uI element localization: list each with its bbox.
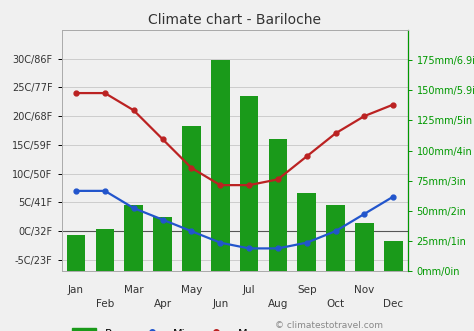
Bar <box>240 96 258 271</box>
Bar <box>211 60 229 271</box>
Text: Aug: Aug <box>268 299 288 309</box>
Bar <box>268 138 287 271</box>
Text: Sep: Sep <box>297 285 317 295</box>
Text: Jun: Jun <box>212 299 228 309</box>
Bar <box>384 241 402 271</box>
Bar <box>153 217 172 271</box>
Text: Feb: Feb <box>96 299 114 309</box>
Text: Nov: Nov <box>354 285 374 295</box>
Text: May: May <box>181 285 202 295</box>
Text: Jan: Jan <box>68 285 84 295</box>
Text: Mar: Mar <box>124 285 144 295</box>
Bar <box>124 205 143 271</box>
Legend: Prec, Min, Max: Prec, Min, Max <box>67 323 265 331</box>
Bar <box>355 223 374 271</box>
Bar <box>95 229 114 271</box>
Text: Apr: Apr <box>154 299 172 309</box>
Text: Dec: Dec <box>383 299 403 309</box>
Bar <box>326 205 345 271</box>
Text: Jul: Jul <box>243 285 255 295</box>
Bar <box>297 193 316 271</box>
Bar <box>182 126 201 271</box>
Text: © climatestotravel.com: © climatestotravel.com <box>275 321 383 330</box>
Bar <box>67 235 85 271</box>
Title: Climate chart - Bariloche: Climate chart - Bariloche <box>148 13 321 27</box>
Text: Oct: Oct <box>327 299 345 309</box>
